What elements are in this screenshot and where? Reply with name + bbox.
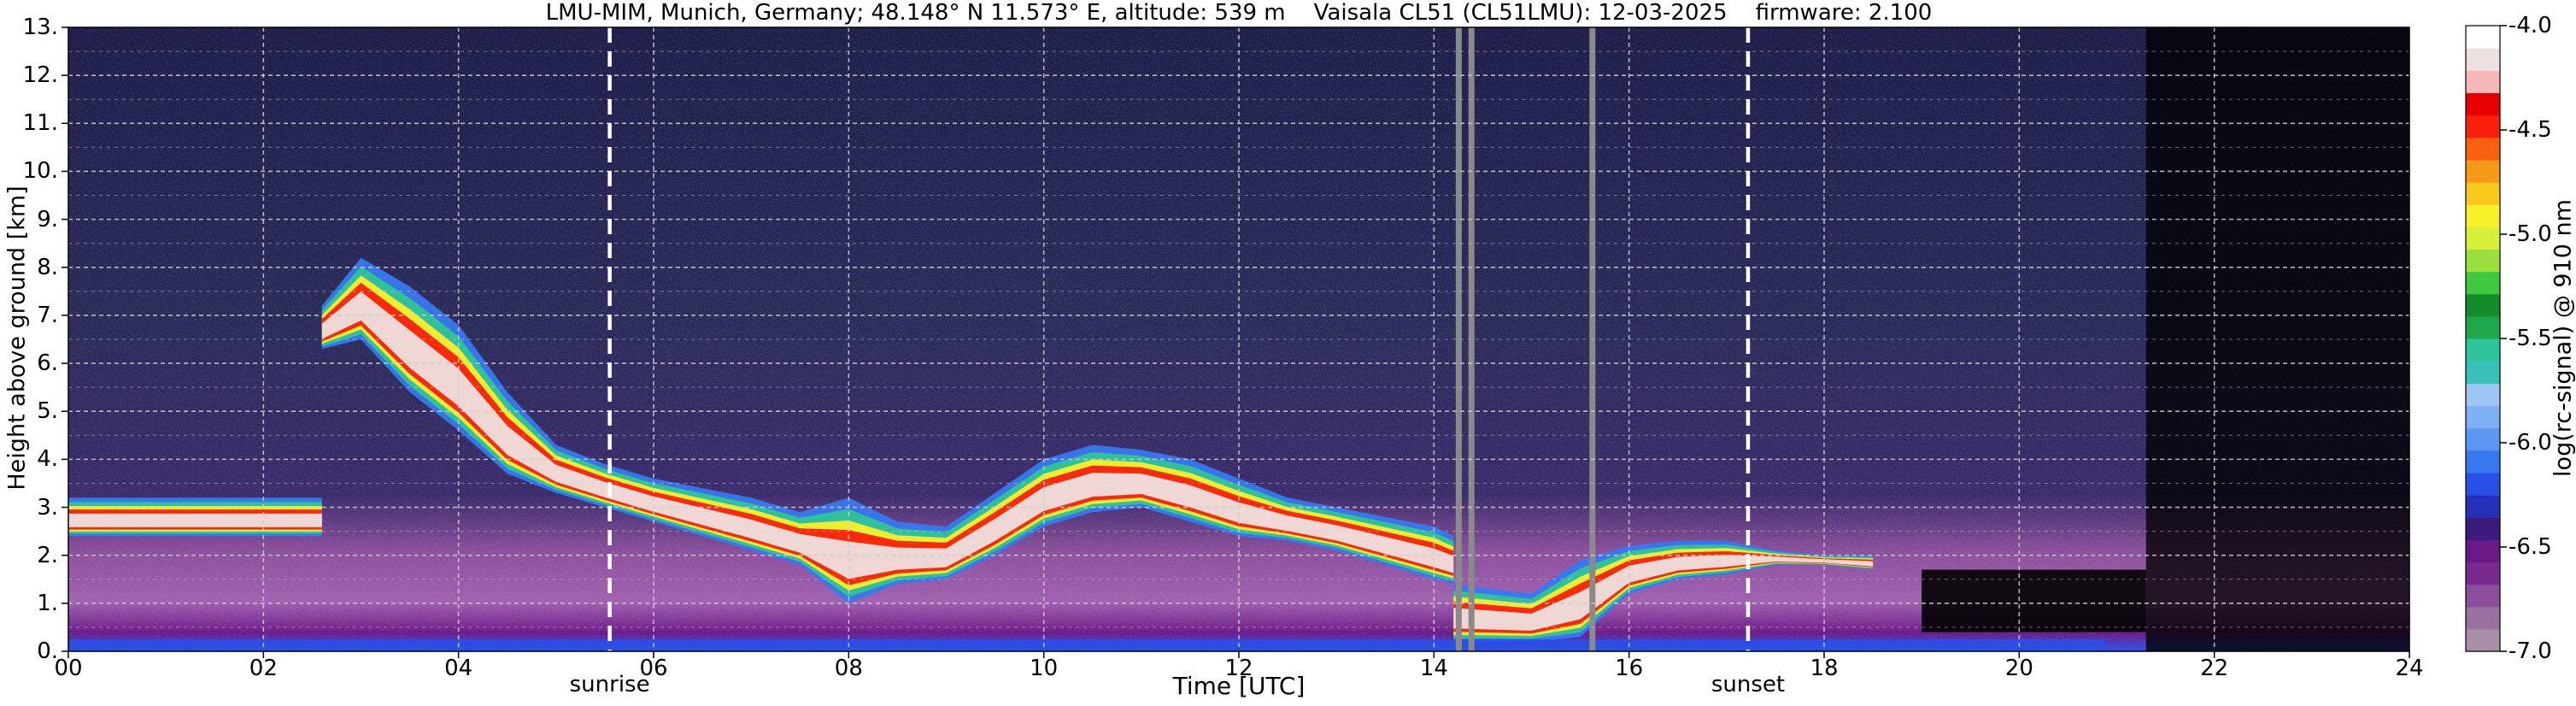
colorbar-segment <box>2466 315 2500 339</box>
sunrise-label: sunrise <box>569 672 650 697</box>
x-tick-label: 14 <box>1419 656 1448 681</box>
colorbar-segment <box>2466 249 2500 273</box>
y-tick-label: 9. <box>37 206 58 232</box>
colorbar-segment <box>2466 271 2500 295</box>
y-tick-label: 2. <box>37 542 58 568</box>
colorbar-segment <box>2466 137 2500 161</box>
colorbar-tick-label: -6.0 <box>2509 430 2552 456</box>
colorbar-segment <box>2466 584 2500 608</box>
colorbar-segment <box>2466 48 2500 71</box>
colorbar-segment <box>2466 383 2500 407</box>
x-tick-label: 02 <box>249 656 278 681</box>
colorbar-segment <box>2466 293 2500 317</box>
colorbar-tick-label: -5.0 <box>2509 221 2552 247</box>
x-tick-label: 12 <box>1224 656 1253 681</box>
x-tick-label: 00 <box>54 656 83 681</box>
colorbar-segment <box>2466 361 2500 384</box>
missing-data-column <box>1468 27 1475 651</box>
x-tick-label: 04 <box>444 656 473 681</box>
x-tick-label: 24 <box>2395 656 2424 681</box>
surface-layer <box>68 638 2105 651</box>
colorbar-segment <box>2466 227 2500 250</box>
y-tick-label: 8. <box>37 254 58 280</box>
sunset-label: sunset <box>1710 672 1786 697</box>
x-tick-label: 06 <box>639 656 668 681</box>
colorbar-segment <box>2466 606 2500 630</box>
y-tick-label: 5. <box>37 398 58 425</box>
colorbar-segment <box>2466 427 2500 451</box>
colorbar-segment <box>2466 70 2500 94</box>
colorbar-segment <box>2466 562 2500 585</box>
colorbar-tick-label: -5.5 <box>2509 326 2552 351</box>
cloud-layer-2-band-4 <box>1453 555 1874 631</box>
y-tick-label: 13. <box>22 15 58 40</box>
x-tick-label: 08 <box>834 656 863 681</box>
x-axis-label: Time [UTC] <box>1172 672 1306 700</box>
y-tick-label: 10. <box>22 158 58 185</box>
x-tick-label: 10 <box>1030 656 1059 681</box>
y-tick-label: 6. <box>37 350 58 377</box>
x-tick-label: 16 <box>1615 656 1644 681</box>
x-tick-label: 22 <box>2200 656 2229 681</box>
colorbar-segment <box>2466 338 2500 362</box>
y-tick-label: 4. <box>37 446 58 473</box>
colorbar-segment <box>2466 539 2500 563</box>
x-tick-label: 18 <box>1810 656 1839 681</box>
colorbar-tick-label: -6.5 <box>2509 534 2552 560</box>
y-tick-label: 7. <box>37 302 58 328</box>
colorbar-tick-label: -4.5 <box>2509 117 2552 143</box>
colorbar-segment <box>2466 182 2500 205</box>
y-tick-label: 0. <box>37 638 58 664</box>
colorbar-segment <box>2466 26 2500 49</box>
y-tick-label: 1. <box>37 590 58 616</box>
y-tick-label: 3. <box>37 494 58 521</box>
colorbar-tick-label: -7.0 <box>2509 638 2552 664</box>
colorbar-tick-label: -4.0 <box>2509 13 2552 38</box>
colorbar-segment <box>2466 159 2500 183</box>
cloud-layer-0-band-4 <box>68 513 322 527</box>
colorbar-segment <box>2466 495 2500 518</box>
colorbar-segment <box>2466 628 2500 652</box>
colorbar-segment <box>2466 92 2500 116</box>
y-tick-label: 11. <box>22 110 58 137</box>
colorbar-segment <box>2466 115 2500 138</box>
colorbar-segment <box>2466 450 2500 474</box>
y-tick-label: 12. <box>22 62 58 89</box>
cloud-layer-1-band-1 <box>321 266 1454 597</box>
x-tick-label: 20 <box>2004 656 2033 681</box>
colorbar-segment <box>2466 405 2500 429</box>
colorbar-segment <box>2466 517 2500 540</box>
colorbar-segment <box>2466 204 2500 227</box>
colorbar-segment <box>2466 472 2500 496</box>
missing-data-column <box>1455 27 1462 651</box>
low-dark-region <box>1922 569 2146 632</box>
chart-title: LMU-MIM, Munich, Germany; 48.148° N 11.5… <box>545 0 1933 26</box>
